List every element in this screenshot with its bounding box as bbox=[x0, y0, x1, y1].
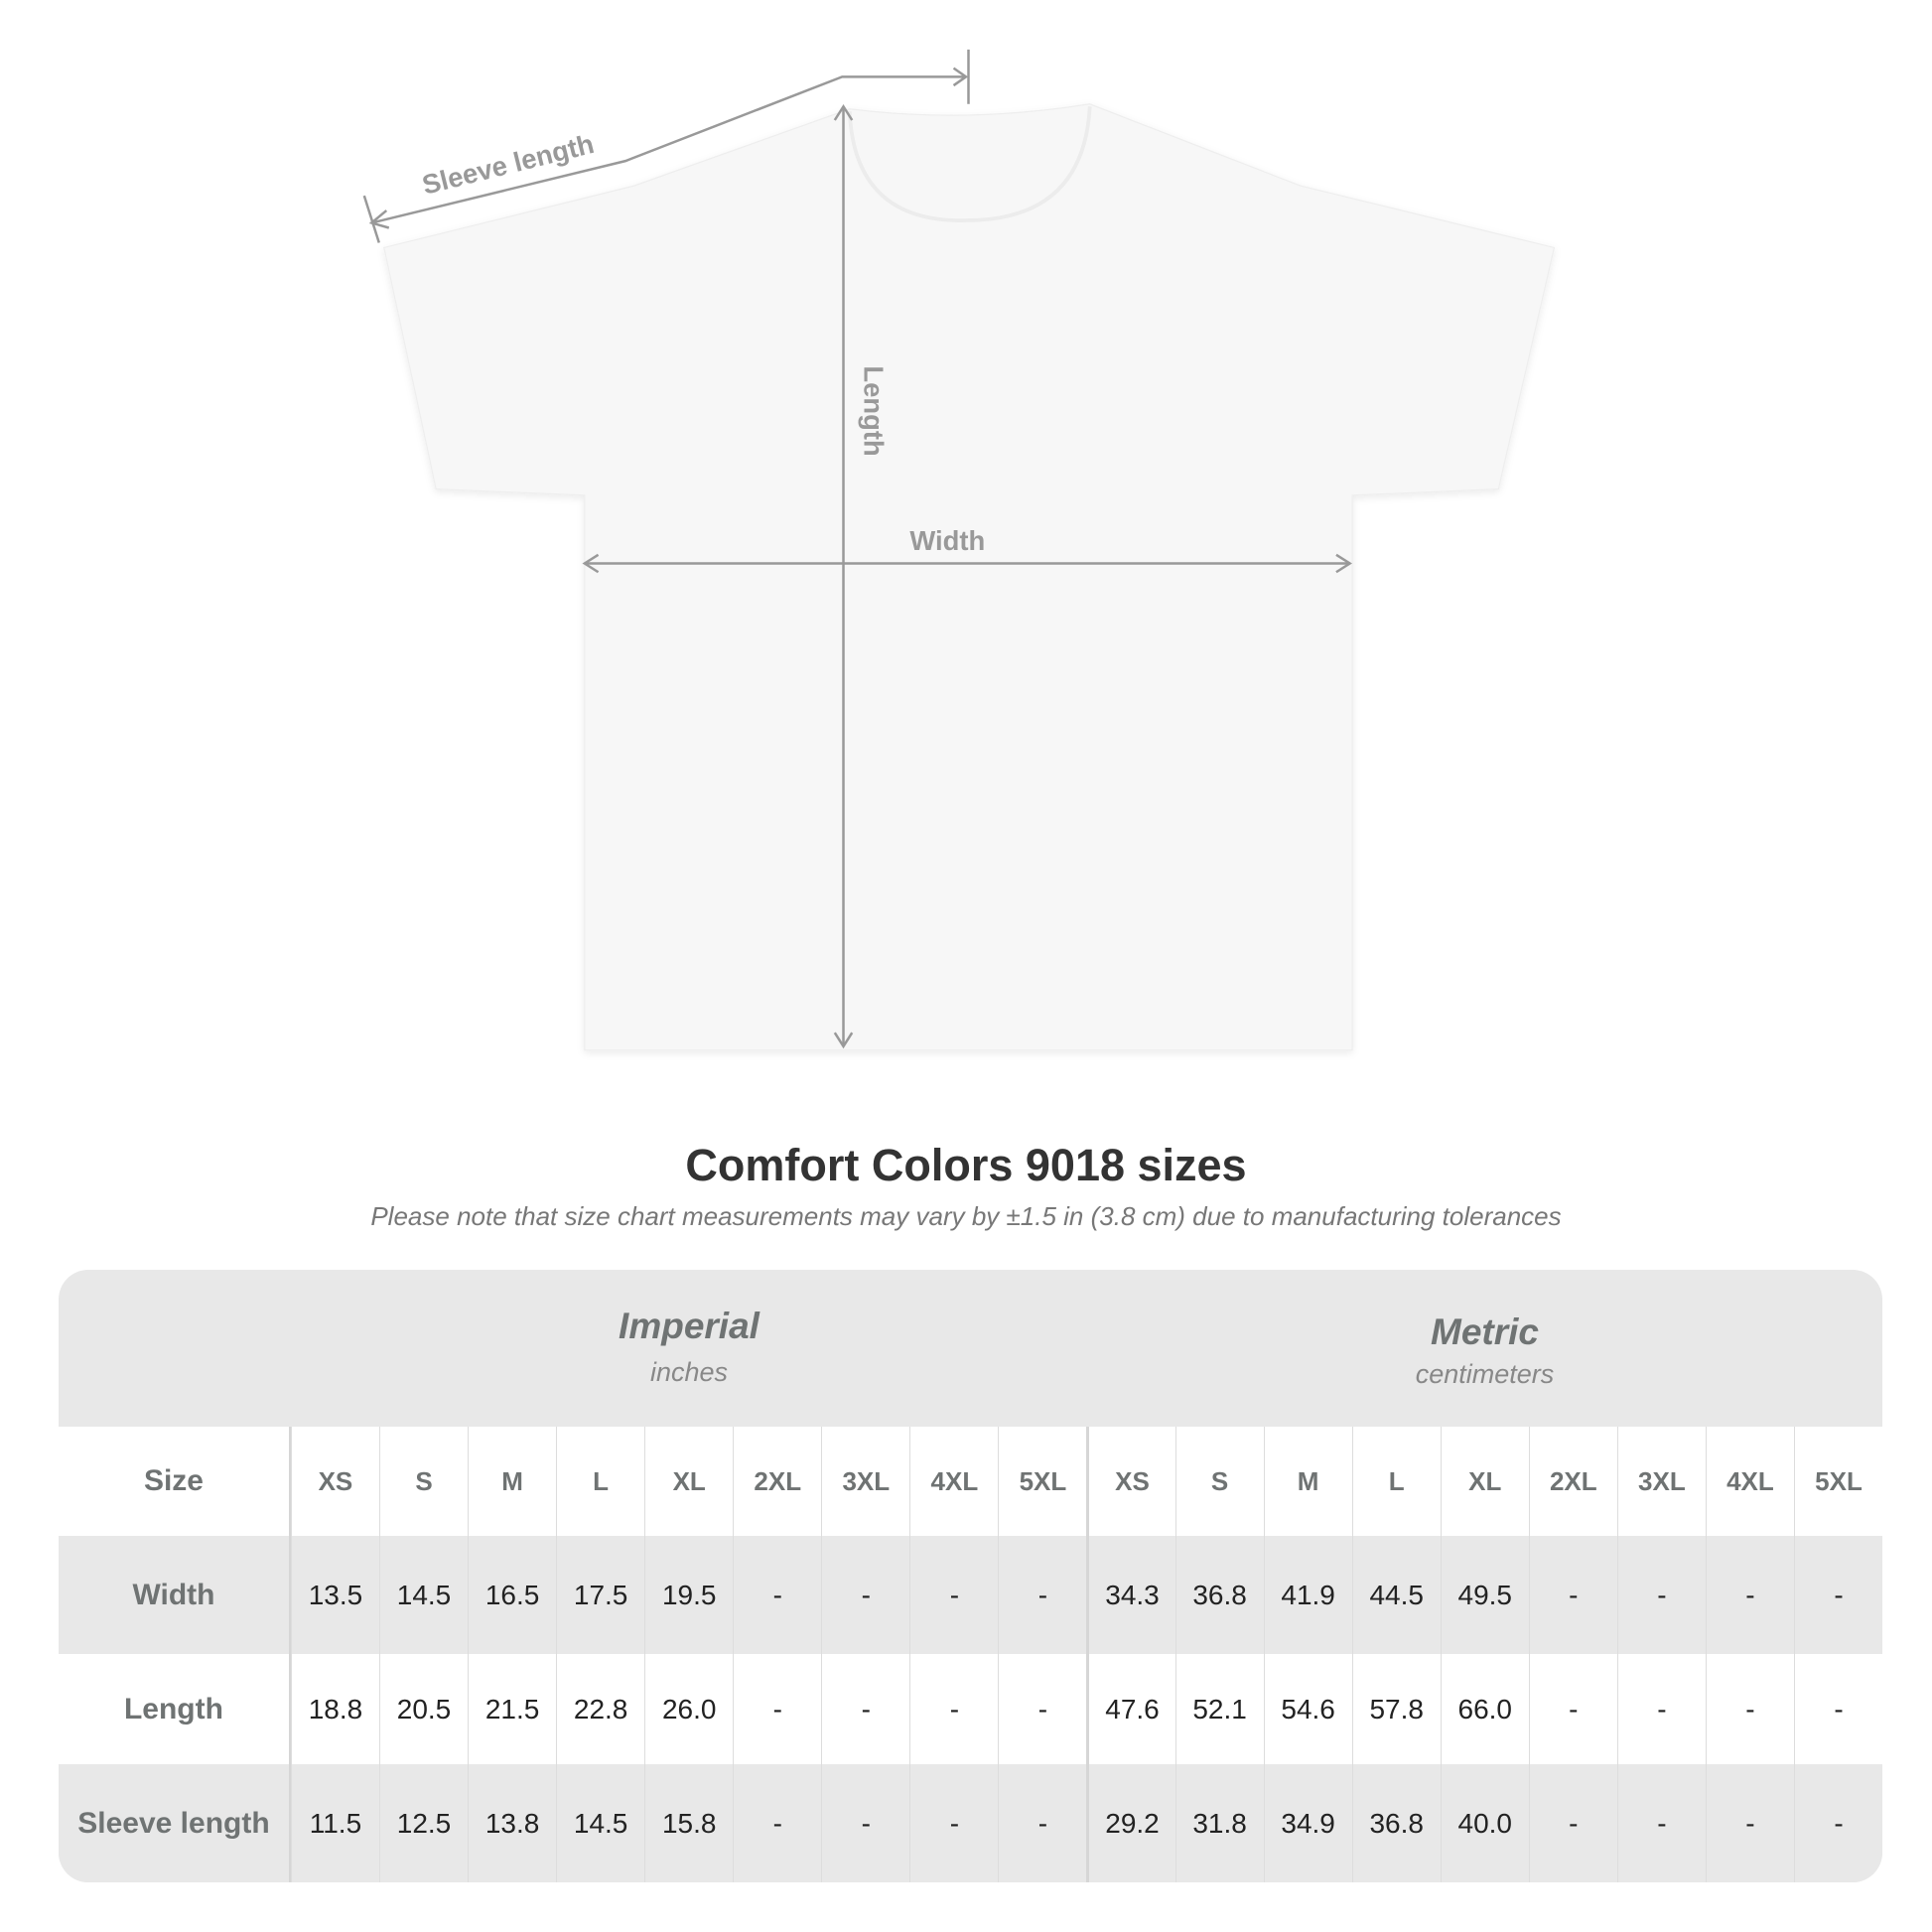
size-header-cell: XL bbox=[644, 1427, 733, 1536]
table-cell: 44.5 bbox=[1351, 1536, 1441, 1654]
size-header-cell: 3XL bbox=[1616, 1427, 1706, 1536]
size-header-cell: 5XL bbox=[1793, 1427, 1882, 1536]
table-cell: 36.8 bbox=[1351, 1764, 1441, 1882]
table-cell: - bbox=[1705, 1536, 1794, 1654]
table-cell: - bbox=[909, 1536, 998, 1654]
size-header-cell: L bbox=[1351, 1427, 1441, 1536]
size-label: Size bbox=[59, 1427, 291, 1536]
length-label: Length bbox=[859, 365, 890, 456]
table-cell: - bbox=[1528, 1536, 1617, 1654]
table-cell: - bbox=[909, 1654, 998, 1764]
table-cell: - bbox=[1616, 1654, 1706, 1764]
table-cell: 36.8 bbox=[1174, 1536, 1264, 1654]
metric-unit: centimeters bbox=[1415, 1359, 1555, 1389]
table-cell: - bbox=[1528, 1764, 1617, 1882]
table-cell: 13.5 bbox=[290, 1536, 379, 1654]
size-header-cell: M bbox=[1263, 1427, 1352, 1536]
size-row: Size XS S M L XL 2XL 3XL 4XL 5XL XS S M L XL 2XL 3XL 4XL… bbox=[59, 1427, 1882, 1536]
size-header-cell: L bbox=[556, 1427, 644, 1536]
table-cell: 15.8 bbox=[644, 1764, 733, 1882]
width-label: Width bbox=[909, 525, 985, 556]
table-cell: - bbox=[1528, 1654, 1617, 1764]
table-cell: - bbox=[1793, 1764, 1882, 1882]
size-header-cell: 2XL bbox=[733, 1427, 821, 1536]
table-row: Length 18.8 20.5 21.5 22.8 26.0- - - -47.6 52.1 54… bbox=[59, 1654, 1882, 1764]
size-header-cell: XL bbox=[1440, 1427, 1529, 1536]
table-cell: 40.0 bbox=[1440, 1764, 1529, 1882]
size-table: Imperial inches Metric centimeters Size … bbox=[59, 1270, 1882, 1882]
table-cell: 22.8 bbox=[556, 1654, 644, 1764]
table-cell: 57.8 bbox=[1351, 1654, 1441, 1764]
table-cell: - bbox=[821, 1654, 909, 1764]
table-cell: 17.5 bbox=[556, 1536, 644, 1654]
table-cell: - bbox=[1793, 1536, 1882, 1654]
metric-header: Metric centimeters bbox=[1087, 1270, 1882, 1427]
table-cell: 66.0 bbox=[1440, 1654, 1529, 1764]
table-cell: - bbox=[821, 1536, 909, 1654]
page-title: Comfort Colors 9018 sizes bbox=[685, 1140, 1247, 1190]
table-cell: - bbox=[1705, 1764, 1794, 1882]
row-label: Width bbox=[59, 1536, 291, 1654]
imperial-label: Imperial bbox=[619, 1306, 759, 1346]
table-row: Sleeve length 11.5 12.5 13.8 14.5 15.8- - - -29.… bbox=[59, 1764, 1882, 1882]
table-cell: - bbox=[1616, 1764, 1706, 1882]
size-header-cell: 4XL bbox=[909, 1427, 998, 1536]
collar bbox=[847, 106, 1092, 222]
size-header-cell: S bbox=[1174, 1427, 1264, 1536]
size-header-cell: S bbox=[378, 1427, 468, 1536]
size-header-cell: 4XL bbox=[1705, 1427, 1794, 1536]
table-cell: 31.8 bbox=[1174, 1764, 1264, 1882]
table-cell: 26.0 bbox=[644, 1654, 733, 1764]
size-header-cell: 3XL bbox=[821, 1427, 909, 1536]
table-cell: 47.6 bbox=[1086, 1654, 1174, 1764]
tolerance-note: Please note that size chart measurements… bbox=[370, 1201, 1562, 1231]
table-cell: - bbox=[1616, 1536, 1706, 1654]
row-label: Sleeve length bbox=[59, 1764, 291, 1882]
table-cell: 29.2 bbox=[1086, 1764, 1174, 1882]
table-cell: 34.9 bbox=[1263, 1764, 1352, 1882]
table-cell: 14.5 bbox=[556, 1764, 644, 1882]
imperial-header: Imperial inches bbox=[291, 1270, 1087, 1427]
table-cell: - bbox=[733, 1654, 821, 1764]
imperial-unit: inches bbox=[649, 1357, 729, 1387]
table-cell: - bbox=[1705, 1654, 1794, 1764]
table-cell: 13.8 bbox=[468, 1764, 556, 1882]
table-cell: - bbox=[733, 1764, 821, 1882]
table-cell: - bbox=[998, 1764, 1086, 1882]
size-header-cell: 2XL bbox=[1528, 1427, 1617, 1536]
table-cell: - bbox=[821, 1764, 909, 1882]
table-cell: 49.5 bbox=[1440, 1536, 1529, 1654]
table-cell: 52.1 bbox=[1174, 1654, 1264, 1764]
table-cell: 54.6 bbox=[1263, 1654, 1352, 1764]
table-cell: 14.5 bbox=[378, 1536, 468, 1654]
table-cell: 20.5 bbox=[378, 1654, 468, 1764]
tshirt-diagram: Sleeve length Length Width bbox=[362, 49, 1556, 1051]
table-cell: 18.8 bbox=[290, 1654, 379, 1764]
row-label: Length bbox=[59, 1654, 291, 1764]
table-cell: 11.5 bbox=[290, 1764, 379, 1882]
table-cell: 21.5 bbox=[468, 1654, 556, 1764]
tshirt-shape bbox=[383, 103, 1556, 1051]
table-cell: 41.9 bbox=[1263, 1536, 1352, 1654]
table-cell: - bbox=[998, 1654, 1086, 1764]
size-header-cell: XS bbox=[290, 1427, 379, 1536]
size-header-cell: M bbox=[468, 1427, 556, 1536]
table-cell: - bbox=[909, 1764, 998, 1882]
table-cell: - bbox=[733, 1536, 821, 1654]
table-cell: 19.5 bbox=[644, 1536, 733, 1654]
table-cell: 12.5 bbox=[378, 1764, 468, 1882]
table-cell: 16.5 bbox=[468, 1536, 556, 1654]
table-cell: - bbox=[998, 1536, 1086, 1654]
metric-label: Metric bbox=[1431, 1311, 1539, 1352]
size-header-cell: 5XL bbox=[998, 1427, 1086, 1536]
table-cell: - bbox=[1793, 1654, 1882, 1764]
table-row: Width 13.5 14.5 16.5 17.5 19.5- - - -34.3 36.8 41.… bbox=[59, 1536, 1882, 1654]
sleeve-measure-line bbox=[371, 75, 966, 224]
table-cell: 34.3 bbox=[1086, 1536, 1174, 1654]
size-header-cell: XS bbox=[1086, 1427, 1174, 1536]
